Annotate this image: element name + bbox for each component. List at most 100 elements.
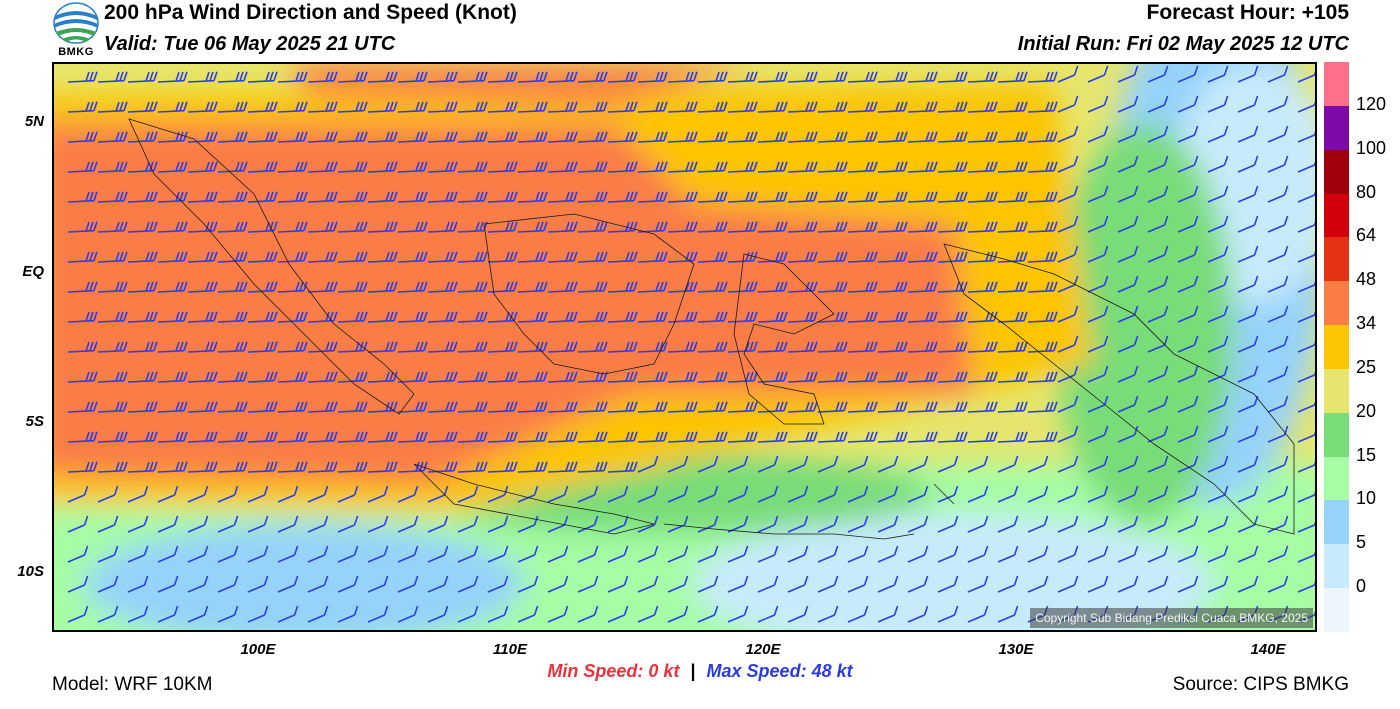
- wind-barb: [517, 545, 539, 563]
- wind-barb: [367, 251, 398, 263]
- wind-barb: [67, 221, 98, 233]
- wind-barb: [817, 341, 848, 353]
- wind-barb: [277, 281, 308, 293]
- colorbar-segment: [1324, 588, 1349, 633]
- wind-barb: [547, 221, 578, 233]
- wind-barb: [1057, 95, 1079, 113]
- wind-barb: [427, 401, 458, 413]
- wind-barb: [667, 161, 698, 173]
- wind-barb: [1087, 305, 1109, 323]
- wind-barb: [1087, 545, 1109, 563]
- wind-barb: [397, 401, 428, 413]
- wind-barb: [1177, 155, 1199, 173]
- wind-barb: [427, 101, 458, 113]
- wind-barb: [847, 605, 869, 623]
- wind-barb: [817, 455, 839, 473]
- wind-barb: [457, 101, 488, 113]
- wind-barb: [127, 515, 149, 533]
- wind-barb: [277, 131, 308, 143]
- lon-label-110e: 110E: [493, 641, 527, 658]
- wind-barb: [277, 401, 308, 413]
- wind-barb: [577, 431, 608, 443]
- wind-barb: [1087, 185, 1109, 203]
- wind-barb: [127, 461, 158, 473]
- wind-barb: [787, 71, 818, 83]
- wind-barb: [1057, 365, 1079, 383]
- wind-barb: [607, 161, 638, 173]
- wind-barb: [547, 251, 578, 263]
- wind-barb: [1027, 71, 1058, 83]
- wind-barb: [547, 485, 569, 503]
- wind-barb: [907, 221, 938, 233]
- wind-barb: [847, 455, 869, 473]
- wind-barb: [637, 515, 659, 533]
- wind-barb: [727, 281, 758, 293]
- wind-barb: [397, 605, 419, 623]
- wind-barb: [1177, 215, 1199, 233]
- wind-barb: [547, 461, 578, 473]
- wind-barb: [487, 281, 518, 293]
- wind-barb: [1297, 71, 1315, 83]
- colorbar-label: 80: [1356, 181, 1377, 202]
- wind-barb: [847, 281, 878, 293]
- wind-barb: [547, 575, 569, 593]
- map-title: 200 hPa Wind Direction and Speed (Knot): [104, 1, 517, 24]
- wind-barb: [1027, 431, 1058, 443]
- wind-barb: [1297, 131, 1315, 143]
- wind-barb: [1237, 365, 1259, 383]
- wind-barb: [877, 455, 899, 473]
- wind-barb: [637, 101, 668, 113]
- wind-barb: [307, 605, 329, 623]
- wind-barb: [1297, 161, 1315, 173]
- wind-barb: [1087, 575, 1109, 593]
- wind-barb: [277, 221, 308, 233]
- wind-barb: [667, 605, 689, 623]
- wind-barb: [997, 161, 1028, 173]
- wind-barb: [1147, 215, 1169, 233]
- wind-barb: [1177, 545, 1199, 563]
- wind-barb: [1027, 401, 1058, 413]
- wind-barb: [307, 71, 338, 83]
- wind-barb: [817, 431, 848, 443]
- wind-barb: [577, 281, 608, 293]
- wind-barb: [547, 71, 578, 83]
- wind-barb: [247, 191, 278, 203]
- wind-barb: [1207, 365, 1229, 383]
- wind-barb: [397, 515, 419, 533]
- wind-barb: [757, 161, 788, 173]
- wind-barb: [1267, 215, 1289, 233]
- wind-map[interactable]: Copyright Sub Bidang Prediksi Cuaca BMKG…: [52, 62, 1317, 632]
- wind-barb: [1057, 395, 1079, 413]
- wind-speed-field: [54, 64, 1315, 630]
- wind-barb: [457, 371, 488, 383]
- wind-barb: [1297, 551, 1315, 563]
- wind-barb: [1237, 65, 1259, 83]
- wind-barb: [1087, 245, 1109, 263]
- wind-barb: [1087, 335, 1109, 353]
- wind-barb: [247, 401, 278, 413]
- wind-barb: [277, 515, 299, 533]
- wind-barb: [697, 401, 728, 413]
- wind-barb: [637, 575, 659, 593]
- wind-barb: [517, 71, 548, 83]
- wind-barb: [1057, 575, 1079, 593]
- wind-barb: [217, 131, 248, 143]
- wind-barb: [787, 101, 818, 113]
- wind-barb: [937, 371, 968, 383]
- wind-barb: [937, 71, 968, 83]
- colorbar-label: 120: [1356, 93, 1387, 114]
- wind-barb: [697, 161, 728, 173]
- wind-barb: [187, 545, 209, 563]
- wind-barb: [1027, 161, 1058, 173]
- wind-barb: [1177, 395, 1199, 413]
- wind-barb: [457, 545, 479, 563]
- wind-barb: [397, 485, 419, 503]
- wind-barb: [907, 605, 929, 623]
- wind-barb: [367, 515, 389, 533]
- wind-barb: [97, 101, 128, 113]
- colorbar-label: 0: [1356, 576, 1367, 597]
- max-speed-value: 48 kt: [811, 661, 853, 681]
- wind-barb: [787, 485, 809, 503]
- wind-barb: [337, 401, 368, 413]
- wind-barb: [307, 485, 329, 503]
